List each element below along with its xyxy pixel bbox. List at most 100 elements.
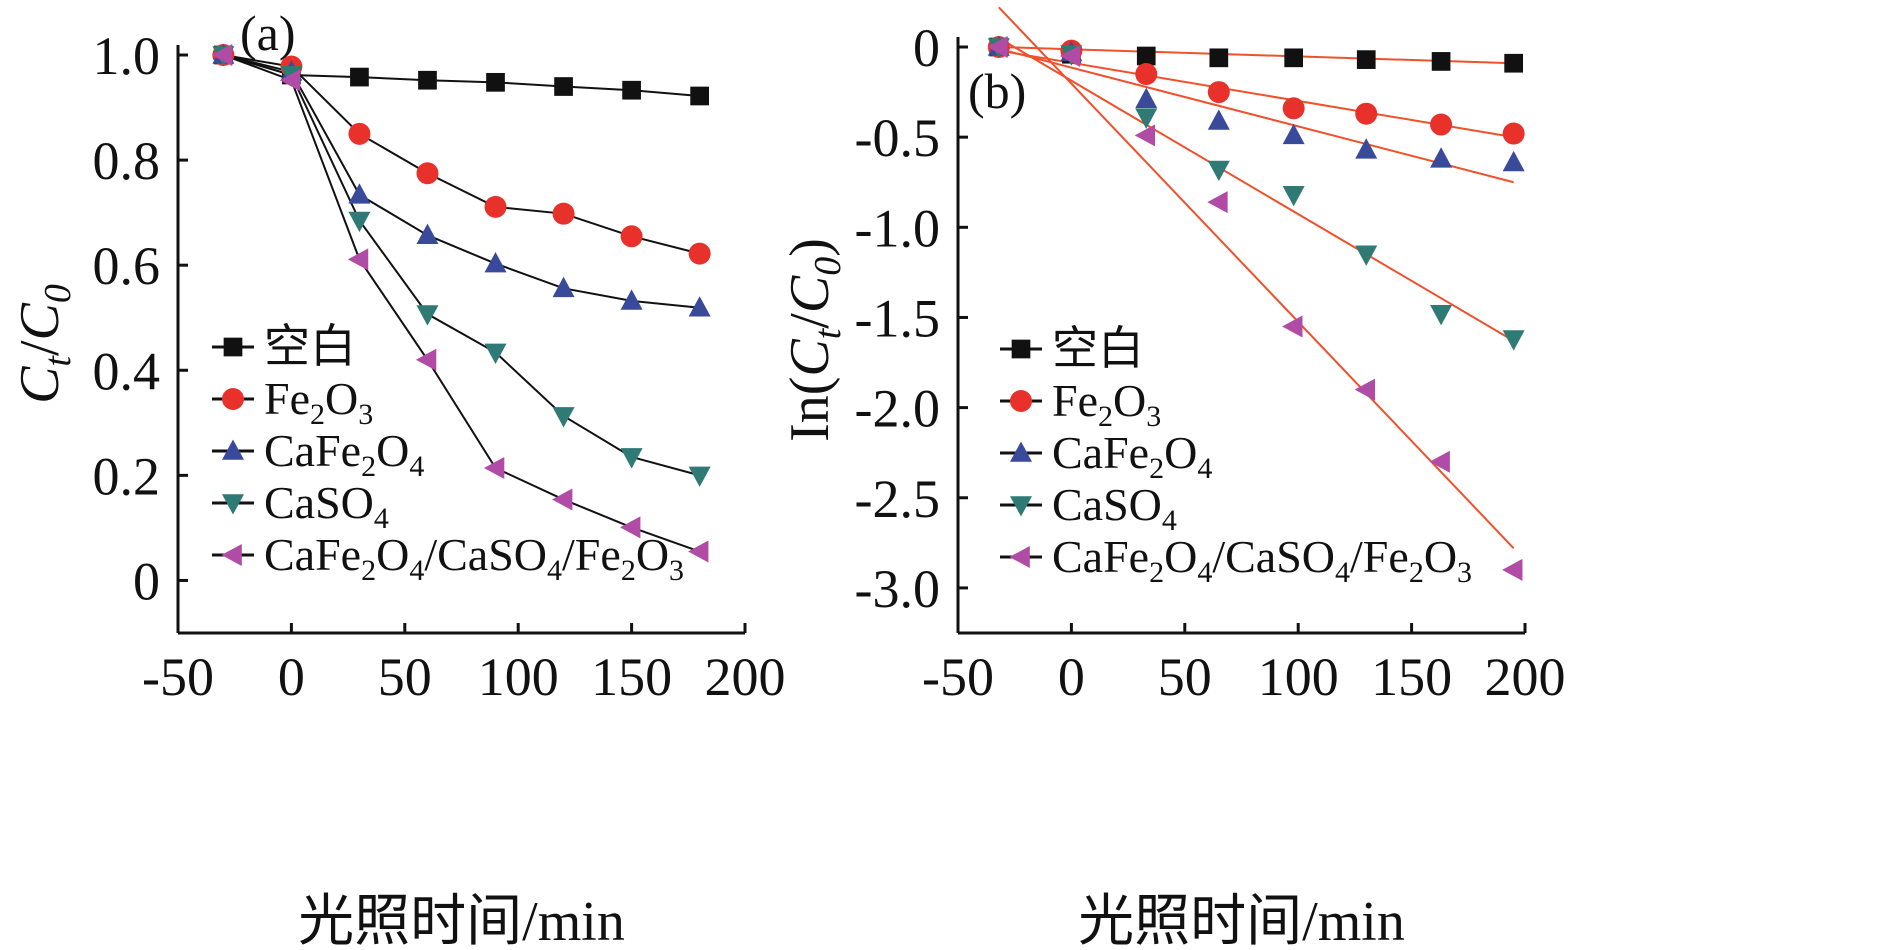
panelb-x-tick-label: 0: [1058, 647, 1085, 707]
panela-y-tick-label: 0.4: [93, 341, 161, 401]
panela-x-axis-label: 光照时间/min: [298, 891, 625, 945]
panelb-y-tick-label: -3.0: [855, 559, 940, 619]
panelb-fit-line-3: [998, 37, 1515, 342]
panelb-series-4: [987, 36, 1523, 581]
panelb-point: [1134, 124, 1156, 147]
panelb-point: [1355, 102, 1378, 125]
panela-legend-marker: [222, 494, 244, 515]
panela-series-line-0: [223, 54, 700, 97]
panelb-point: [1502, 558, 1523, 581]
panela-point: [552, 276, 575, 298]
panelb-point: [1136, 46, 1156, 66]
panela-point: [416, 162, 439, 185]
panelb-point: [1284, 48, 1304, 68]
panelb-point: [1502, 330, 1525, 351]
panelb-x-tick-label: 50: [1158, 647, 1212, 707]
panelb-point: [1431, 52, 1451, 71]
panelb-y-tick-label: -1.0: [855, 198, 940, 258]
panelb-point: [1207, 109, 1230, 130]
panelb-y-axis-label: In(Ct/C0): [779, 238, 849, 442]
panelb-legend-marker: [1009, 546, 1030, 568]
panelb-y-tick-label: -1.5: [855, 288, 940, 348]
panelb-y-tick-label: -2.0: [855, 379, 940, 439]
panela-point: [688, 296, 711, 317]
panelb-point: [1282, 123, 1305, 145]
panela-legend-label: CaSO4: [264, 477, 389, 535]
panela-legend-label: CaFe2O4/CaSO4/Fe2O3: [264, 529, 684, 587]
panelb-fit-line-1: [998, 49, 1514, 139]
panela-x-tick-label: 0: [278, 647, 305, 707]
panelb-x-axis-label: 光照时间/min: [1078, 891, 1405, 945]
panela-legend-marker: [223, 337, 243, 357]
panelb-x-tick-label: -50: [922, 647, 994, 707]
panelb-legend-marker: [1011, 339, 1031, 359]
panela-point: [620, 448, 643, 469]
panela-point: [347, 248, 369, 271]
panelb-point: [1429, 450, 1450, 473]
panelb-point: [1207, 191, 1228, 214]
panelb-point: [1355, 138, 1378, 159]
panela-point: [620, 225, 643, 248]
panela-y-axis-label: Ct/C0: [9, 284, 79, 404]
panelb-legend-label: 空白: [1052, 323, 1144, 374]
panelb-x-tick-label: 150: [1371, 647, 1452, 707]
panela-point: [688, 540, 709, 563]
panelb-chart: -50 0 50 100 150 200 0 -0.5 -1.0 -1.5 -2.0 -2.5 -3.0…: [779, 6, 1566, 950]
panela-point: [415, 348, 437, 371]
panelb-point: [1207, 81, 1230, 104]
panela-x-tick-label: -50: [142, 647, 214, 707]
panelb-panel-label: (b): [968, 63, 1026, 119]
panelb-point: [1282, 186, 1305, 207]
panelb-point: [1209, 48, 1229, 68]
panela-y-tick-label: 0.2: [93, 446, 161, 506]
panela-point: [620, 289, 643, 310]
panela-point: [552, 407, 575, 428]
panela-point: [416, 305, 439, 326]
panela-point: [348, 122, 371, 145]
panelb-y-tick-label: 0: [913, 18, 940, 78]
panela-point: [620, 516, 641, 539]
panela-point: [486, 72, 505, 92]
panelb-point: [1430, 147, 1453, 168]
panela-point: [484, 195, 507, 218]
panela-legend-marker: [222, 388, 244, 410]
panelb-point: [1504, 53, 1524, 73]
panelb-point: [987, 36, 1008, 58]
panelb-legend-marker: [1010, 390, 1032, 412]
panelb-x-tick-label: 200: [1485, 647, 1566, 707]
panela-y-tick-label: 0: [133, 551, 160, 611]
panelb-legend-marker: [1010, 496, 1032, 517]
panelb-point: [1135, 63, 1158, 86]
panela-legend-marker: [222, 439, 244, 460]
panela-chart: -50 0 50 100 150 200 0 0.2 0.4 0.6 0.8 1.0 光照时间/min C…: [9, 5, 786, 950]
panela-point: [211, 44, 233, 66]
panela-point: [554, 77, 573, 96]
panelb-point: [1502, 122, 1525, 145]
panela-point: [484, 343, 507, 364]
panela-y-tick-label: 0.6: [93, 236, 161, 296]
panela-point: [622, 80, 641, 100]
panelb-point: [1502, 150, 1525, 172]
panela-legend-label: Fe2O3: [264, 373, 373, 431]
panelb-y-tick-label: -2.5: [855, 469, 940, 529]
panelb-point: [1207, 160, 1230, 182]
panelb-point: [1135, 87, 1158, 109]
panela-x-tick-label: 100: [478, 647, 559, 707]
panelb-point: [1135, 108, 1158, 129]
panelb-point: [1282, 315, 1303, 338]
panelb-fit-line-0: [998, 46, 1514, 65]
panela-panel-label: (a): [240, 5, 296, 61]
panelb-legend-label: CaFe2O4/CaSO4/Fe2O3: [1052, 531, 1472, 589]
panela-point: [418, 70, 437, 90]
panelb-point: [1356, 50, 1376, 69]
panela-x-tick-label: 150: [591, 647, 672, 707]
panelb-y-tick-label: -0.5: [855, 108, 940, 168]
panela-point: [690, 86, 709, 106]
panelb-series-3: [987, 38, 1525, 351]
panelb-legend-label: Fe2O3: [1052, 375, 1161, 433]
panelb-x-tick-label: 100: [1258, 647, 1339, 707]
panela-point: [279, 69, 301, 92]
panela-x-tick-label: 200: [705, 647, 786, 707]
panela-y-tick-label: 0.8: [93, 131, 161, 191]
